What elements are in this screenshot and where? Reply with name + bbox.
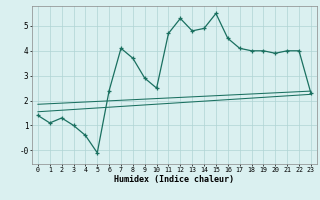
X-axis label: Humidex (Indice chaleur): Humidex (Indice chaleur) bbox=[115, 175, 234, 184]
